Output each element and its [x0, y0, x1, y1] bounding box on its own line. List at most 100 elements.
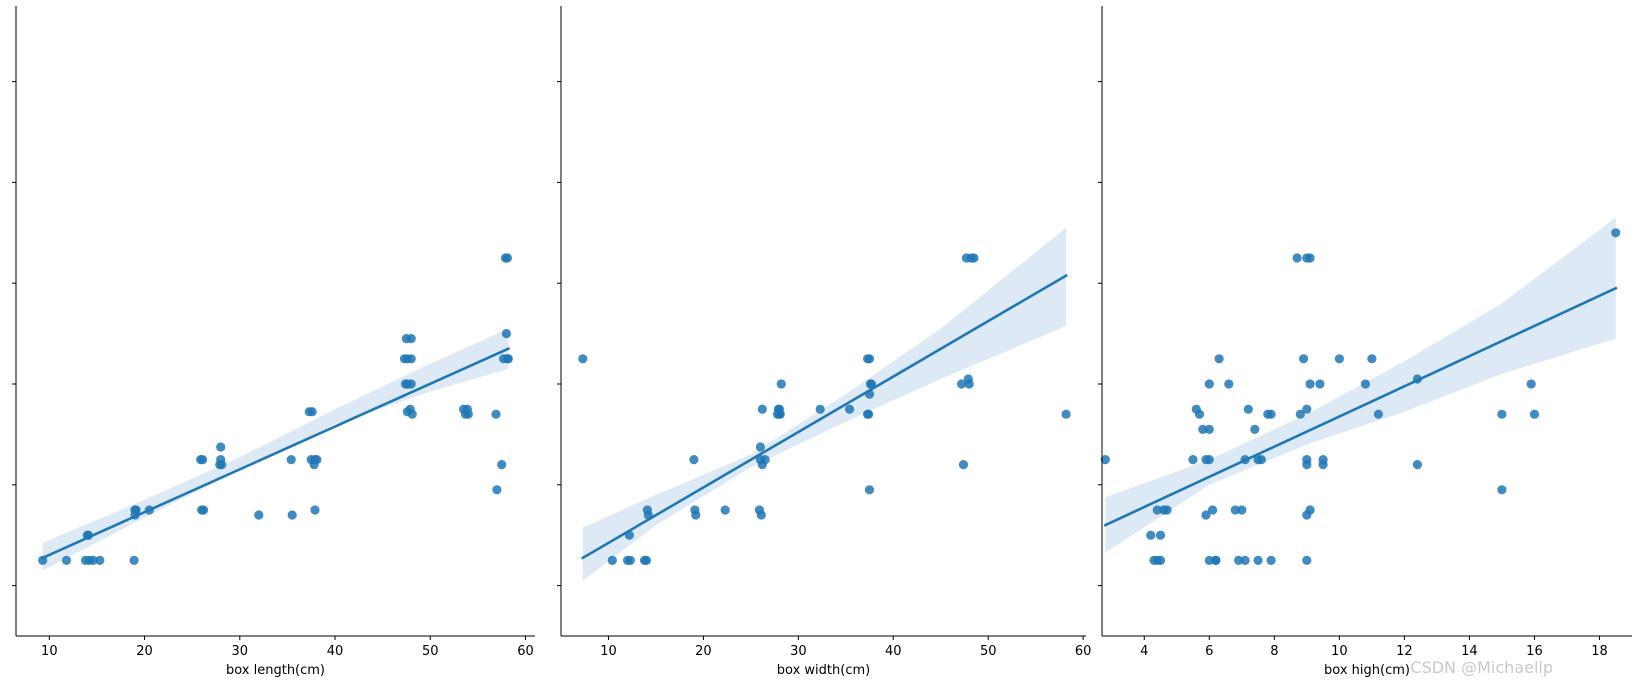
scatter-point: [756, 510, 766, 520]
x-tick-label: 40: [327, 644, 344, 659]
scatter-point: [131, 505, 141, 515]
scatter-point: [760, 455, 770, 465]
scatter-point: [1611, 228, 1621, 238]
scatter-point: [1194, 409, 1205, 419]
watermark-text: CSDN @Michaellp: [1410, 658, 1553, 677]
confidence-band: [1105, 217, 1616, 553]
scatter-point: [129, 555, 139, 566]
scatter-point: [501, 329, 511, 339]
scatter-point: [1412, 460, 1422, 470]
scatter-point: [639, 555, 650, 566]
scatter-point: [864, 354, 875, 364]
x-tick-label: 12: [1396, 644, 1413, 659]
scatter-point: [1315, 379, 1325, 389]
scatter-point: [1224, 379, 1234, 389]
scatter-point: [845, 404, 855, 414]
scatter-point: [1299, 354, 1309, 364]
scatter-point: [1305, 505, 1315, 515]
scatter-point: [1373, 409, 1383, 419]
scatter-point: [1211, 555, 1221, 566]
scatter-point: [1334, 354, 1344, 364]
scatter-point: [407, 409, 417, 419]
x-tick-label: 20: [136, 644, 153, 659]
scatter-point: [607, 555, 617, 566]
x-tick-label: 50: [980, 644, 997, 659]
scatter-point: [1529, 409, 1540, 419]
confidence-band: [42, 328, 509, 571]
scatter-point: [216, 442, 226, 452]
scatter-point: [309, 460, 319, 470]
x-tick-label: 20: [695, 644, 712, 659]
x-tick-label: 10: [600, 644, 617, 659]
scatter-point: [406, 334, 416, 344]
scatter-point: [863, 409, 873, 419]
scatter-point: [1204, 555, 1214, 566]
x-tick-label: 30: [232, 644, 249, 659]
subplot-box-width: 10 20 30 40 50 60 box width(cm): [557, 6, 1091, 678]
x-axis-label: box width(cm): [777, 663, 870, 678]
scatter-point: [1155, 555, 1166, 566]
x-tick-label: 16: [1526, 644, 1543, 659]
scatter-point: [1061, 409, 1071, 419]
scatter-point: [502, 354, 512, 364]
x-tick-label: 60: [517, 644, 534, 659]
scatter-point: [497, 460, 507, 470]
scatter-point: [720, 505, 730, 515]
subplot-box-high: 4 6 8 10 12 14 16 18 box high(cm): [1098, 6, 1632, 678]
scatter-point: [1204, 424, 1214, 434]
scatter-point: [755, 442, 766, 452]
scatter-point: [1292, 253, 1302, 263]
scatter-point: [689, 455, 699, 465]
scatter-point: [958, 460, 969, 470]
scatter-point: [1155, 530, 1166, 540]
x-tick-label: 10: [1331, 644, 1348, 659]
scatter-point: [287, 510, 297, 520]
x-tick-label: 30: [790, 644, 807, 659]
x-tick-label: 8: [1270, 644, 1278, 659]
scatter-point: [691, 510, 701, 520]
x-axis-label: box length(cm): [226, 663, 325, 678]
scatter-point: [1305, 253, 1315, 263]
scatter-point: [866, 379, 877, 389]
scatter-point: [1100, 455, 1110, 465]
scatter-point: [1204, 379, 1214, 389]
scatter-point: [1162, 505, 1172, 515]
scatter-point: [1526, 379, 1536, 389]
scatter-point: [1302, 555, 1312, 566]
scatter-point: [88, 555, 98, 566]
x-tick-label: 4: [1140, 644, 1148, 659]
scatter-point: [776, 379, 786, 389]
scatter-point: [1237, 505, 1247, 515]
scatter-point: [1497, 409, 1507, 419]
scatter-point: [406, 379, 416, 389]
x-tick-label: 6: [1205, 644, 1213, 659]
scatter-point: [864, 485, 875, 495]
scatter-point: [1256, 455, 1266, 465]
x-tick-label: 40: [885, 644, 902, 659]
scatter-point: [502, 253, 512, 263]
scatter-point: [491, 409, 501, 419]
x-axis-label: box high(cm): [1324, 663, 1410, 678]
x-tick-label: 60: [1075, 644, 1092, 659]
scatter-point: [1360, 379, 1370, 389]
scatter-point: [1240, 555, 1250, 566]
scatter-point: [492, 485, 502, 495]
regression-line: [581, 273, 1068, 560]
scatter-point: [1367, 354, 1377, 364]
scatter-point: [1149, 555, 1159, 566]
scatter-point: [1318, 455, 1328, 465]
scatter-point: [1302, 460, 1312, 470]
scatter-point: [1201, 510, 1211, 520]
subplot-box-length: 10 20 30 40 50 60 box length(cm): [12, 6, 535, 678]
scatter-point: [1230, 505, 1240, 515]
regression-line: [40, 347, 511, 560]
scatter-point: [1234, 555, 1244, 566]
scatter-point: [1188, 455, 1198, 465]
scatter-point: [254, 510, 264, 520]
scatter-point: [772, 409, 783, 419]
scatter-point: [1198, 424, 1208, 434]
confidence-band: [582, 227, 1067, 581]
regression-line: [1103, 286, 1618, 527]
scatter-point: [815, 404, 825, 414]
scatter-point: [1302, 404, 1312, 414]
